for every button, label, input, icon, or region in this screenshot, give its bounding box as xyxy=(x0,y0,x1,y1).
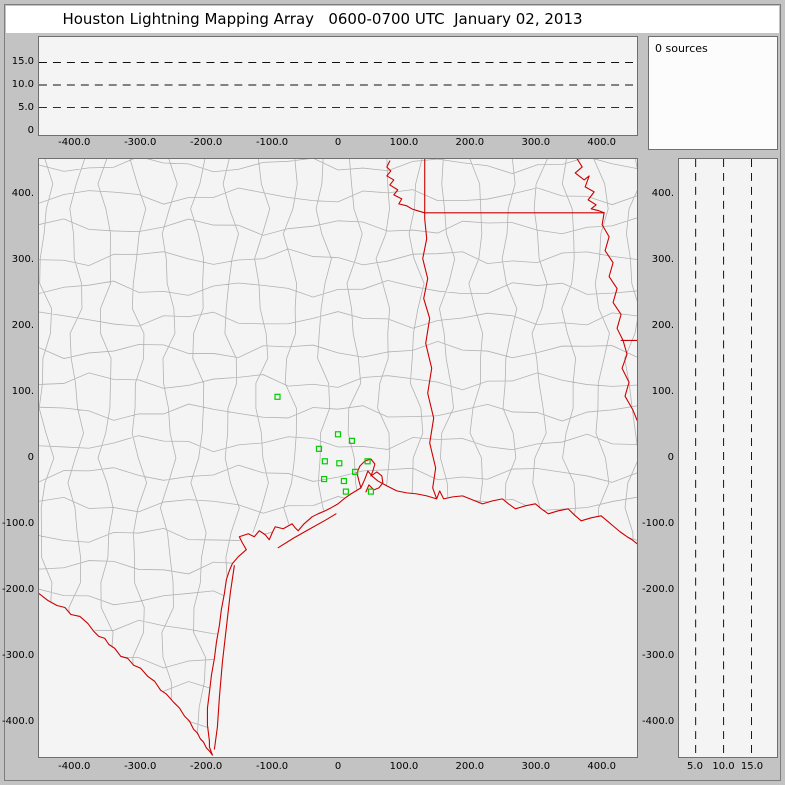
ns-y-tick-label: 0 xyxy=(667,452,674,463)
state-borders-coastline xyxy=(39,159,637,756)
ew-x-tick-label: -400.0 xyxy=(58,137,91,148)
plan-y-tick-label: 0 xyxy=(27,452,34,463)
altitude-ew-panel xyxy=(38,36,638,136)
lma-station-marker xyxy=(364,458,371,465)
plan-view-map-panel xyxy=(38,158,638,758)
plan-y-tick-label: 100. xyxy=(11,386,34,398)
plan-y-tick-label: 400. xyxy=(11,188,34,200)
lma-station-marker xyxy=(348,437,355,444)
ew-y-tick-label: 5.0 xyxy=(18,102,34,113)
source-count-label: 0 sources xyxy=(655,42,708,55)
rio-grande-border xyxy=(39,592,213,756)
altitude-ew-plot xyxy=(39,61,637,109)
plan-x-tick-label: -400.0 xyxy=(58,761,91,772)
plan-y-tick-label: 300. xyxy=(11,254,34,266)
red-river-border xyxy=(386,160,426,214)
ew-x-tick-label: 300.0 xyxy=(521,137,551,148)
ew-x-tick-label: -300.0 xyxy=(124,137,157,148)
ew-x-tick-label: -200.0 xyxy=(190,137,223,148)
texas-louisiana-border xyxy=(422,159,438,500)
plan-x-tick-label: -100.0 xyxy=(255,761,289,772)
ns-y-tick-label: 400. xyxy=(651,188,674,200)
galveston-bay xyxy=(356,458,384,493)
ns-y-tick-label: -300.0 xyxy=(642,649,675,661)
ew-y-tick-label: 15.0 xyxy=(11,56,34,67)
lma-station-marker xyxy=(315,445,323,452)
plan-x-tick-label: 0 xyxy=(334,761,342,772)
source-histogram-panel: 0 sources xyxy=(648,36,778,150)
lma-station-marker xyxy=(340,477,347,485)
ns-y-tick-label: -400.0 xyxy=(642,715,675,727)
ns-x-tick-label: 5.0 xyxy=(687,761,703,772)
plan-x-tick-label: -300.0 xyxy=(124,761,157,772)
plan-x-tick-label: 300.0 xyxy=(521,761,551,772)
plan-view-map xyxy=(39,159,637,756)
padre-island-barrier xyxy=(213,565,235,750)
lma-station-marker xyxy=(342,488,349,495)
plan-y-tick-label: 200. xyxy=(11,320,34,332)
ew-y-tick-label: 0 xyxy=(27,125,34,136)
lma-station-marker xyxy=(336,460,343,467)
plan-y-tick-label: -200.0 xyxy=(2,583,35,595)
lma-station-marker xyxy=(321,458,328,465)
ew-y-tick-label: 10.0 xyxy=(11,79,34,90)
ns-x-tick-label: 10.0 xyxy=(712,761,735,772)
ns-y-tick-label: 100. xyxy=(651,386,674,398)
lma-stations xyxy=(274,393,374,495)
plan-x-tick-label: -200.0 xyxy=(190,761,223,772)
ns-y-tick-label: -100.0 xyxy=(642,517,675,529)
ew-x-tick-label: 0 xyxy=(334,137,342,148)
ns-y-tick-label: -200.0 xyxy=(642,583,675,595)
ew-x-tick-label: 400.0 xyxy=(587,137,617,148)
plan-y-tick-label: -300.0 xyxy=(2,649,35,661)
mississippi-river-border-lower xyxy=(621,339,637,421)
matagorda-island-barrier xyxy=(277,513,337,549)
county-grid-lines xyxy=(39,159,637,756)
lma-station-marker xyxy=(321,475,328,483)
mississippi-river-border-upper xyxy=(574,159,605,214)
lma-station-marker xyxy=(352,468,359,475)
altitude-ns-plot xyxy=(695,159,753,757)
lma-station-marker xyxy=(367,488,374,495)
plan-x-tick-label: 200.0 xyxy=(455,761,485,772)
mississippi-river-border-mid xyxy=(601,212,624,341)
ew-x-tick-label: 100.0 xyxy=(389,137,419,148)
plan-x-tick-label: 400.0 xyxy=(587,761,617,772)
ew-x-tick-label: -100.0 xyxy=(255,137,289,148)
lma-station-marker xyxy=(334,431,342,438)
page-title: Houston Lightning Mapping Array 0600-070… xyxy=(6,6,779,33)
altitude-ns-panel xyxy=(678,158,778,758)
county-boundaries xyxy=(39,159,637,756)
plan-x-tick-label: 100.0 xyxy=(389,761,419,772)
gulf-coastline xyxy=(206,470,637,756)
ew-x-tick-label: 200.0 xyxy=(455,137,485,148)
plan-y-tick-label: -400.0 xyxy=(2,715,35,727)
lma-station-marker xyxy=(274,393,281,400)
ns-y-tick-label: 200. xyxy=(651,320,674,332)
plan-y-tick-label: -100.0 xyxy=(2,517,35,529)
ns-y-tick-label: 300. xyxy=(651,254,674,266)
ns-x-tick-label: 15.0 xyxy=(740,761,764,772)
